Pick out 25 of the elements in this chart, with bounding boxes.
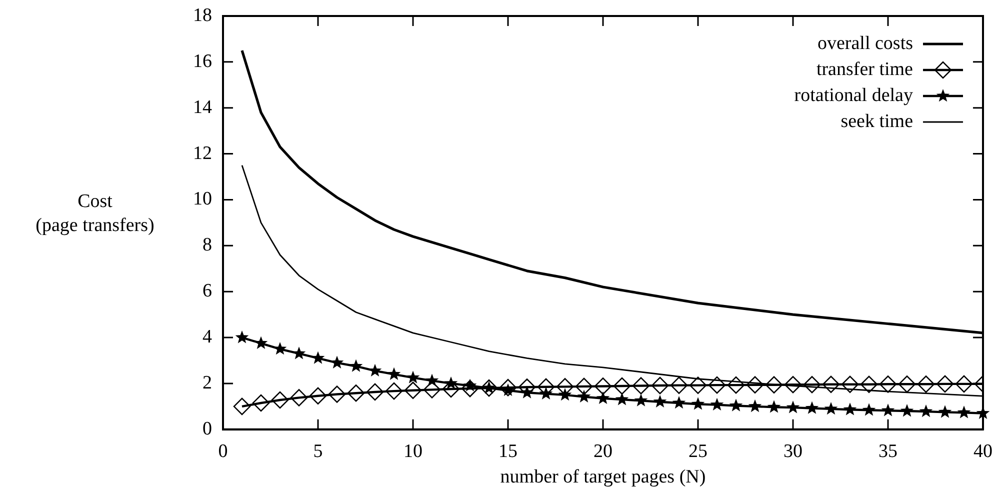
y-tick-label: 18	[193, 4, 212, 26]
y-tick-label: 12	[193, 142, 212, 164]
legend-label: transfer time	[816, 58, 913, 80]
legend-label: rotational delay	[794, 84, 914, 106]
y-axis-title: Cost (page transfers)	[34, 190, 156, 238]
y-tick-label: 16	[193, 50, 212, 72]
x-tick-label: 10	[404, 440, 422, 462]
x-tick-label: 0	[218, 440, 228, 462]
y-tick-label: 0	[202, 418, 212, 440]
y-tick-label: 8	[202, 234, 212, 256]
y-tick-label: 2	[202, 372, 212, 394]
x-tick-label: 15	[498, 440, 518, 462]
y-tick-label: 10	[193, 188, 212, 210]
x-tick-label: 25	[688, 440, 708, 462]
x-tick-label: 20	[594, 440, 612, 462]
x-tick-label: 35	[878, 440, 898, 462]
x-tick-label: 30	[784, 440, 802, 462]
y-tick-label: 6	[202, 280, 212, 302]
y-tick-label: 14	[193, 96, 212, 118]
y-tick-label: 4	[202, 326, 212, 348]
x-tick-label: 40	[974, 440, 992, 462]
legend-label: seek time	[840, 110, 913, 132]
x-tick-label: 5	[313, 440, 323, 462]
legend-label: overall costs	[817, 32, 913, 54]
x-axis-title: number of target pages (N)	[500, 466, 706, 488]
